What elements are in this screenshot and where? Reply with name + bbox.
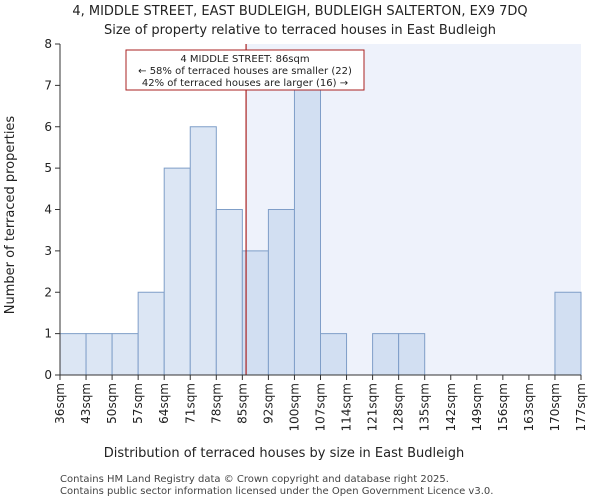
y-axis-ticks: 0 1 2 3 4 5 6 7 8 — [44, 37, 60, 382]
x-axis-ticks: 36sqm 43sqm 50sqm 57sqm 64sqm 71sqm 78sqm 85sqm… — [53, 375, 588, 431]
x-tick-label: 177sqm — [574, 383, 588, 431]
bar-43sqm — [85, 333, 113, 376]
bar-36sqm — [59, 333, 87, 376]
bar-71sqm — [189, 126, 217, 376]
bar-85sqm — [241, 250, 269, 376]
y-tick-label: 7 — [44, 78, 52, 92]
bar-50sqm — [111, 333, 139, 376]
bar-121sqm — [372, 333, 400, 376]
bar-100sqm — [293, 84, 322, 376]
x-tick-label: 43sqm — [79, 383, 93, 424]
x-tick-label: 50sqm — [105, 383, 119, 424]
chart-title: 4, MIDDLE STREET, EAST BUDLEIGH, BUDLEIG… — [72, 4, 527, 19]
y-tick-label: 0 — [44, 368, 52, 382]
x-tick-label: 64sqm — [157, 383, 171, 424]
x-tick-label: 100sqm — [287, 383, 301, 431]
x-tick-label: 135sqm — [418, 383, 432, 431]
footer-line-2: Contains public sector information licen… — [60, 486, 493, 497]
x-tick-label: 92sqm — [261, 383, 275, 424]
y-tick-label: 3 — [44, 244, 52, 258]
bar-107sqm — [320, 333, 348, 376]
x-tick-label: 149sqm — [470, 383, 484, 431]
x-tick-label: 114sqm — [340, 383, 354, 431]
x-tick-label: 128sqm — [392, 383, 406, 431]
bar-64sqm — [163, 167, 191, 376]
y-axis-label: Number of terraced properties — [3, 116, 18, 315]
bar-128sqm — [398, 333, 426, 376]
x-axis-label: Distribution of terraced houses by size … — [104, 446, 465, 461]
annotation-box — [125, 49, 365, 91]
x-tick-label: 57sqm — [131, 383, 145, 424]
bar-170sqm — [554, 291, 582, 376]
y-tick-label: 1 — [44, 327, 52, 341]
y-tick-label: 4 — [44, 203, 52, 217]
y-tick-label: 6 — [44, 120, 52, 134]
annotation-line-3: 42% of terraced houses are larger (16) → — [142, 78, 348, 89]
footer-line-1: Contains HM Land Registry data © Crown c… — [60, 474, 449, 485]
bar-92sqm — [267, 209, 295, 376]
y-tick-label: 8 — [44, 37, 52, 51]
y-tick-label: 5 — [44, 161, 52, 175]
x-tick-label: 156sqm — [496, 383, 510, 431]
chart-subtitle: Size of property relative to terraced ho… — [104, 23, 496, 38]
bar-78sqm — [215, 209, 243, 376]
x-tick-label: 121sqm — [366, 383, 380, 431]
x-tick-label: 78sqm — [209, 383, 223, 424]
x-tick-label: 107sqm — [314, 383, 328, 431]
x-tick-label: 142sqm — [444, 383, 458, 431]
x-tick-label: 85sqm — [235, 383, 249, 424]
x-tick-label: 170sqm — [548, 383, 562, 431]
x-tick-label: 163sqm — [522, 383, 536, 431]
annotation-line-2: ← 58% of terraced houses are smaller (22… — [138, 66, 352, 77]
bar-57sqm — [137, 291, 165, 376]
bars — [59, 84, 582, 376]
annotation-line-1: 4 MIDDLE STREET: 86sqm — [180, 54, 309, 65]
x-tick-label: 36sqm — [53, 383, 67, 424]
x-tick-label: 71sqm — [183, 383, 197, 424]
y-tick-label: 2 — [44, 285, 52, 299]
